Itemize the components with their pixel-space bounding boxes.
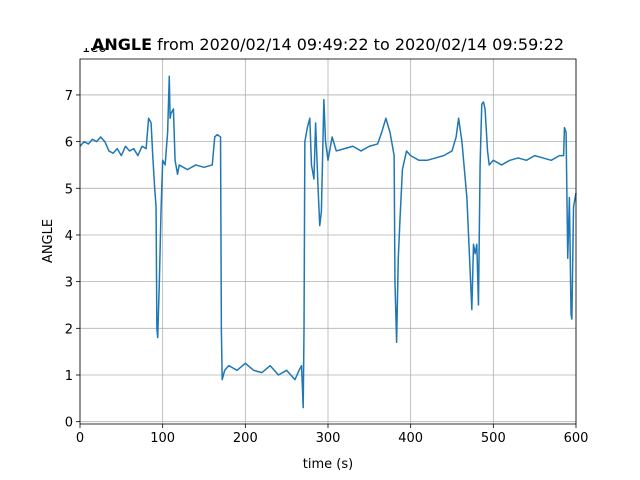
y-tick-label: 5 bbox=[65, 182, 73, 197]
data-line bbox=[79, 75, 577, 409]
plot-frame bbox=[79, 58, 577, 425]
y-tick-label: 3 bbox=[65, 276, 73, 291]
y-tick-label: 0 bbox=[65, 416, 73, 431]
y-tick-label: 4 bbox=[65, 229, 73, 244]
x-axis-label: time (s) bbox=[303, 457, 353, 472]
y-tick-label: 2 bbox=[65, 322, 73, 337]
x-tick-label: 400 bbox=[398, 431, 423, 446]
chart-title: ANGLE from 2020/02/14 09:49:22 to 2020/0… bbox=[92, 35, 564, 54]
title-bold: ANGLE bbox=[92, 35, 152, 54]
x-tick-label: 100 bbox=[150, 431, 175, 446]
x-tick-label: 0 bbox=[76, 431, 84, 446]
y-tick-label: 6 bbox=[65, 136, 73, 151]
title-backdrop bbox=[82, 34, 152, 48]
title-rest: from 2020/02/14 09:49:22 to 2020/02/14 0… bbox=[157, 35, 564, 54]
x-tick-label: 500 bbox=[481, 431, 506, 446]
x-tick-label: 300 bbox=[316, 431, 341, 446]
y-axis-label: ANGLE bbox=[41, 219, 56, 263]
y-tick-label: 1 bbox=[65, 369, 73, 384]
x-tick-label: 200 bbox=[233, 431, 258, 446]
y-tick-label: 7 bbox=[65, 89, 73, 104]
x-tick-label: 600 bbox=[564, 431, 589, 446]
